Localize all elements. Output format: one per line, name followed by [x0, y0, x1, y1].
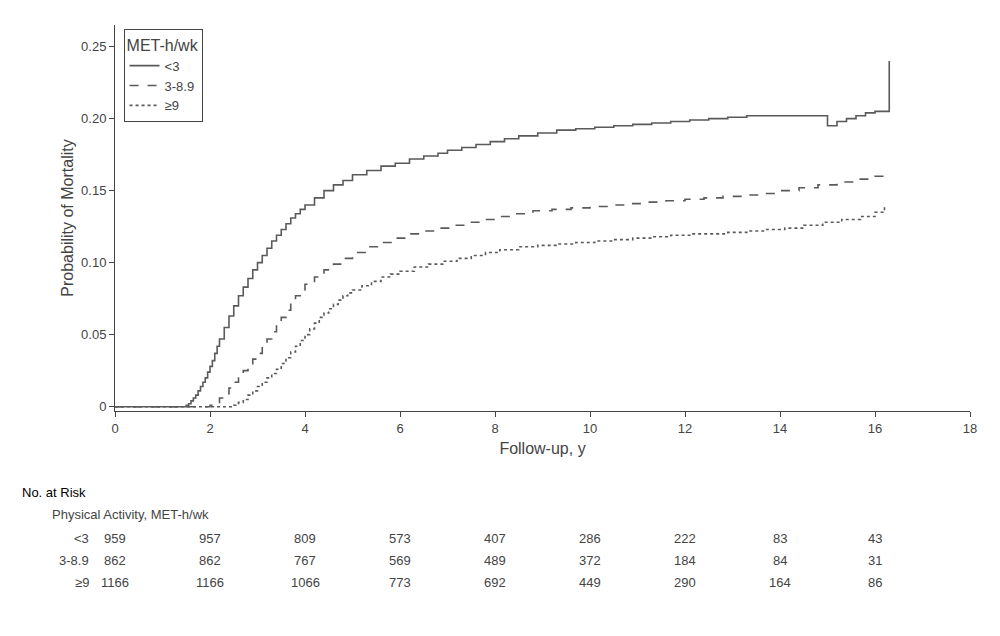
svg-text:10: 10 — [583, 421, 597, 436]
svg-text:<3: <3 — [165, 59, 180, 74]
svg-text:<3: <3 — [74, 531, 89, 546]
svg-text:2: 2 — [206, 421, 213, 436]
svg-text:0.10: 0.10 — [81, 255, 106, 270]
svg-text:489: 489 — [484, 553, 506, 568]
svg-text:692: 692 — [484, 575, 506, 590]
svg-text:16: 16 — [868, 421, 882, 436]
svg-text:≥9: ≥9 — [165, 98, 179, 113]
svg-text:0.25: 0.25 — [81, 39, 106, 54]
svg-text:≥9: ≥9 — [75, 575, 89, 590]
svg-text:MET-h/wk: MET-h/wk — [127, 37, 199, 54]
svg-text:773: 773 — [389, 575, 411, 590]
svg-text:14: 14 — [773, 421, 787, 436]
svg-text:222: 222 — [674, 531, 696, 546]
svg-text:43: 43 — [868, 531, 882, 546]
svg-text:372: 372 — [579, 553, 601, 568]
svg-text:290: 290 — [674, 575, 696, 590]
svg-text:809: 809 — [294, 531, 316, 546]
svg-text:6: 6 — [396, 421, 403, 436]
svg-text:31: 31 — [868, 553, 882, 568]
svg-text:0: 0 — [99, 399, 106, 414]
svg-text:449: 449 — [579, 575, 601, 590]
svg-text:3-8.9: 3-8.9 — [59, 553, 89, 568]
svg-text:0.15: 0.15 — [81, 183, 106, 198]
svg-text:86: 86 — [868, 575, 882, 590]
svg-text:1166: 1166 — [196, 575, 224, 590]
svg-text:Probability of Mortality: Probability of Mortality — [59, 139, 76, 296]
svg-text:1066: 1066 — [291, 575, 320, 590]
svg-text:12: 12 — [678, 421, 692, 436]
svg-text:84: 84 — [773, 553, 787, 568]
svg-text:569: 569 — [389, 553, 411, 568]
svg-text:Physical Activity, MET-h/wk: Physical Activity, MET-h/wk — [52, 507, 209, 522]
svg-text:0.20: 0.20 — [81, 111, 106, 126]
svg-text:573: 573 — [389, 531, 411, 546]
svg-text:767: 767 — [294, 553, 316, 568]
svg-text:0.05: 0.05 — [81, 327, 106, 342]
svg-text:184: 184 — [674, 553, 696, 568]
svg-text:No. at Risk: No. at Risk — [22, 485, 86, 500]
svg-text:0: 0 — [111, 421, 118, 436]
svg-text:959: 959 — [104, 531, 126, 546]
svg-text:164: 164 — [769, 575, 791, 590]
svg-text:1166: 1166 — [101, 575, 129, 590]
svg-text:862: 862 — [199, 553, 221, 568]
svg-text:286: 286 — [579, 531, 601, 546]
svg-text:8: 8 — [491, 421, 498, 436]
svg-text:18: 18 — [963, 421, 977, 436]
svg-text:83: 83 — [773, 531, 787, 546]
svg-text:862: 862 — [104, 553, 126, 568]
svg-text:407: 407 — [484, 531, 506, 546]
svg-text:3-8.9: 3-8.9 — [165, 79, 195, 94]
svg-text:Follow-up, y: Follow-up, y — [499, 440, 585, 457]
svg-text:957: 957 — [199, 531, 221, 546]
svg-text:4: 4 — [301, 421, 308, 436]
